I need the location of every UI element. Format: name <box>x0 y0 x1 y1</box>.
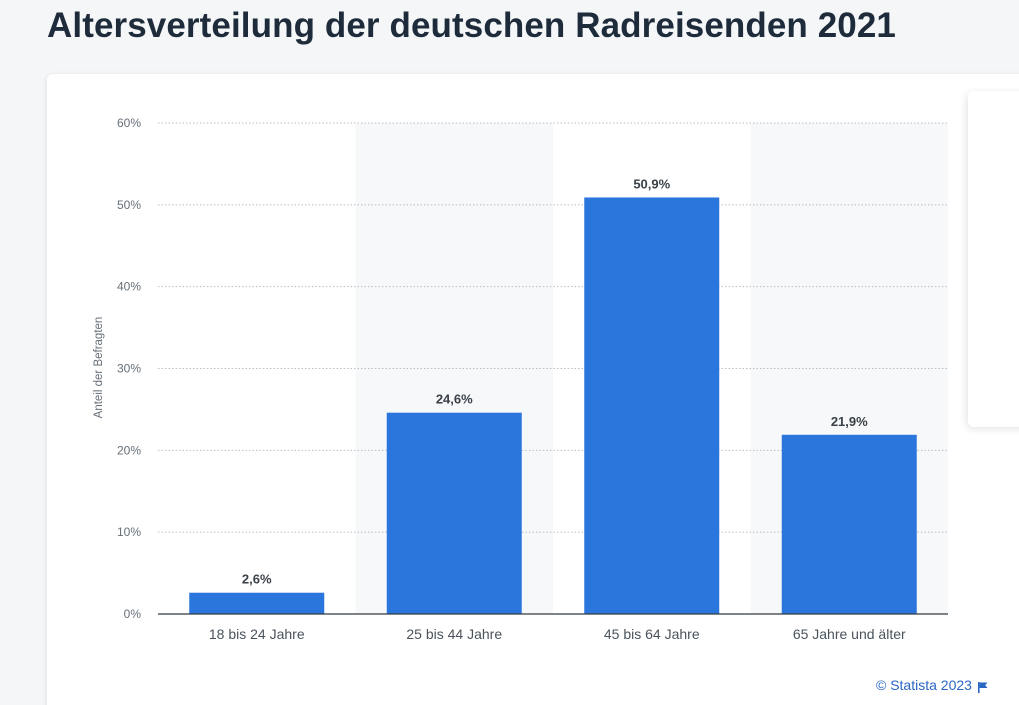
bar-value-label: 21,9% <box>831 414 868 429</box>
x-tick-label: 25 bis 44 Jahre <box>406 626 502 642</box>
x-tick-label: 45 bis 64 Jahre <box>604 626 700 642</box>
y-tick-label: 60% <box>117 116 141 130</box>
y-tick-label: 20% <box>117 443 141 457</box>
y-tick-label: 50% <box>117 198 141 212</box>
credit-text[interactable]: © Statista 2023 <box>876 677 972 693</box>
statista-credit[interactable]: © Statista 2023 <box>876 677 988 693</box>
bar[interactable] <box>386 412 522 614</box>
y-tick-label: 40% <box>117 280 141 294</box>
x-tick-label: 18 bis 24 Jahre <box>209 626 305 642</box>
bar[interactable] <box>189 592 325 614</box>
flag-icon[interactable] <box>977 680 988 693</box>
y-axis-title: Anteil der Befragten <box>93 317 105 419</box>
x-tick-label: 65 Jahre und älter <box>793 626 906 642</box>
bar[interactable] <box>781 434 917 614</box>
bar-value-label: 24,6% <box>436 392 473 407</box>
y-tick-label: 30% <box>117 362 141 376</box>
page-title: Altersverteilung der deutschen Radreisen… <box>47 6 896 45</box>
side-panel <box>968 91 1019 427</box>
bar-value-label: 50,9% <box>633 176 670 191</box>
y-tick-label: 0% <box>124 607 142 621</box>
bar[interactable] <box>584 197 720 615</box>
y-tick-label: 10% <box>117 525 141 539</box>
bar-value-label: 2,6% <box>242 572 272 587</box>
